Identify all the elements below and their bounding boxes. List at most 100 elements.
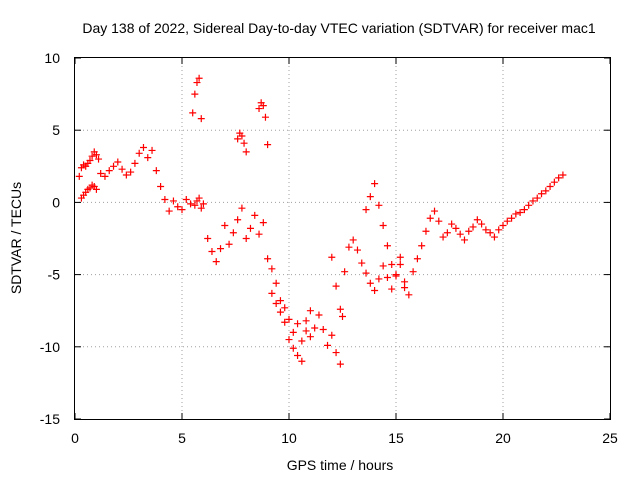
data-point — [473, 216, 481, 224]
data-point — [259, 219, 267, 227]
data-point — [405, 291, 413, 299]
data-point — [375, 201, 383, 209]
data-point — [529, 197, 537, 205]
data-point — [448, 220, 456, 228]
data-point — [379, 262, 387, 270]
data-point — [383, 242, 391, 250]
data-points — [75, 74, 567, 368]
data-point — [268, 265, 276, 273]
data-point — [294, 351, 302, 359]
data-point — [178, 206, 186, 214]
data-point — [127, 168, 135, 176]
data-point — [439, 233, 447, 241]
data-point — [332, 349, 340, 357]
tick-marks — [74, 57, 611, 420]
data-point — [546, 183, 554, 191]
data-point — [366, 193, 374, 201]
y-tick-label: -15 — [40, 411, 60, 427]
data-point — [197, 115, 205, 123]
data-point — [499, 222, 507, 230]
data-point — [324, 341, 332, 349]
data-point — [332, 282, 340, 290]
data-point — [418, 242, 426, 250]
data-point — [242, 148, 250, 156]
data-point — [88, 152, 96, 160]
data-point — [306, 307, 314, 315]
data-point — [311, 324, 319, 332]
data-point — [122, 171, 130, 179]
data-point — [520, 206, 528, 214]
data-point — [255, 230, 263, 238]
data-point — [542, 187, 550, 195]
x-tick-label: 25 — [602, 430, 618, 446]
data-point — [234, 216, 242, 224]
data-point — [375, 275, 383, 283]
data-point — [396, 260, 404, 268]
data-point — [182, 196, 190, 204]
data-point — [298, 337, 306, 345]
data-point — [349, 236, 357, 244]
data-point — [193, 79, 201, 87]
data-point — [281, 304, 289, 312]
data-point — [255, 105, 263, 113]
data-point — [422, 227, 430, 235]
data-point — [339, 312, 346, 320]
data-point — [336, 360, 344, 368]
data-point — [242, 235, 250, 242]
data-point — [490, 233, 498, 241]
data-point — [264, 141, 272, 149]
data-point — [516, 209, 524, 217]
data-point — [189, 109, 197, 117]
data-point — [238, 132, 246, 140]
data-point — [105, 167, 113, 175]
data-point — [482, 226, 490, 234]
data-point — [240, 139, 248, 147]
data-point — [197, 204, 205, 212]
data-point — [195, 74, 203, 82]
data-point — [388, 285, 396, 293]
data-point — [379, 222, 387, 230]
data-point — [95, 155, 103, 163]
data-point — [435, 217, 443, 225]
data-point — [135, 149, 143, 157]
data-point — [306, 333, 314, 341]
data-point — [276, 308, 284, 316]
data-point — [298, 357, 306, 365]
data-point — [217, 245, 225, 253]
data-point — [285, 336, 293, 344]
data-point — [259, 102, 267, 110]
data-point — [101, 172, 109, 180]
data-point — [371, 286, 379, 294]
data-point — [187, 200, 195, 208]
data-point — [396, 253, 404, 261]
data-point — [328, 253, 336, 261]
data-point — [465, 227, 473, 235]
y-tick-label: 5 — [52, 122, 60, 138]
tick-labels: 0 5 10 15 20 25 -15 -10 -5 0 5 10 — [40, 50, 618, 446]
data-point — [195, 194, 203, 202]
data-point — [362, 269, 370, 277]
data-point — [328, 331, 336, 339]
y-tick-label: -10 — [40, 339, 60, 355]
data-point — [538, 190, 546, 198]
data-point — [272, 299, 280, 307]
data-point — [512, 210, 520, 218]
data-point — [388, 260, 396, 268]
data-point — [157, 183, 165, 191]
data-point — [302, 317, 310, 325]
y-axis-label: SDTVAR / TECUs — [8, 182, 24, 294]
data-point — [212, 258, 220, 266]
data-point — [161, 196, 169, 204]
data-point — [452, 224, 460, 232]
data-point — [478, 220, 486, 228]
data-point — [276, 297, 284, 305]
data-point — [204, 235, 212, 242]
x-tick-label: 20 — [495, 430, 511, 446]
data-point — [97, 170, 105, 178]
data-point — [302, 327, 310, 335]
data-point — [92, 151, 100, 159]
data-point — [559, 171, 567, 179]
series-sdtvar — [75, 74, 567, 368]
data-point — [221, 222, 229, 230]
